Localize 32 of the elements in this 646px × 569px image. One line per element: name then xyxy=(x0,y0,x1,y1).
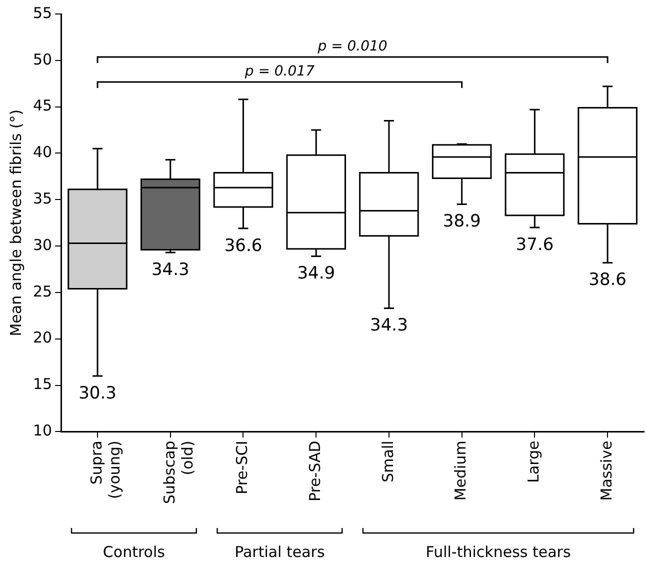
y-tick-label: 30 xyxy=(32,236,52,254)
y-tick-label: 35 xyxy=(32,190,52,208)
y-tick-label: 45 xyxy=(32,96,52,115)
x-tick-label: Medium xyxy=(452,440,470,501)
annotation: 36.6 xyxy=(224,236,262,256)
annotation: 34.9 xyxy=(297,264,336,284)
y-tick-label: 20 xyxy=(32,328,52,347)
annotation: 38.9 xyxy=(442,212,481,232)
y-tick-label: 10 xyxy=(32,422,52,440)
annotation: 34.3 xyxy=(151,260,190,280)
text: Full-thickness tears xyxy=(426,542,571,561)
x-tick-label: Supra (young) xyxy=(87,440,124,499)
x-tick-label: Large xyxy=(524,440,543,483)
x-tick-label: Small xyxy=(378,440,397,482)
x-tick-label: Pre-SAD xyxy=(306,440,324,502)
y-axis-title: Mean angle between fibrils (°) xyxy=(6,109,25,336)
y-tick-label: 15 xyxy=(32,375,52,394)
x-tick-label: Massive xyxy=(597,440,616,501)
y-tick-label: 40 xyxy=(32,143,52,162)
y-tick-label: 50 xyxy=(32,50,52,68)
annotation: p = 0.017 xyxy=(244,64,315,80)
annotation: 34.3 xyxy=(370,316,408,336)
x-tick-label: Pre-SCI xyxy=(233,440,252,494)
text: Controls xyxy=(102,542,166,561)
x-tick-label: Subscap (old) xyxy=(160,440,196,504)
annotation: p = 0.010 xyxy=(316,38,388,55)
annotation: 38.6 xyxy=(588,270,626,290)
annotation: 30.3 xyxy=(78,383,116,404)
text: Partial tears xyxy=(234,542,325,561)
y-tick-label: 25 xyxy=(32,282,52,300)
annotation: 37.6 xyxy=(516,234,554,255)
y-tick-label: 55 xyxy=(32,4,52,22)
